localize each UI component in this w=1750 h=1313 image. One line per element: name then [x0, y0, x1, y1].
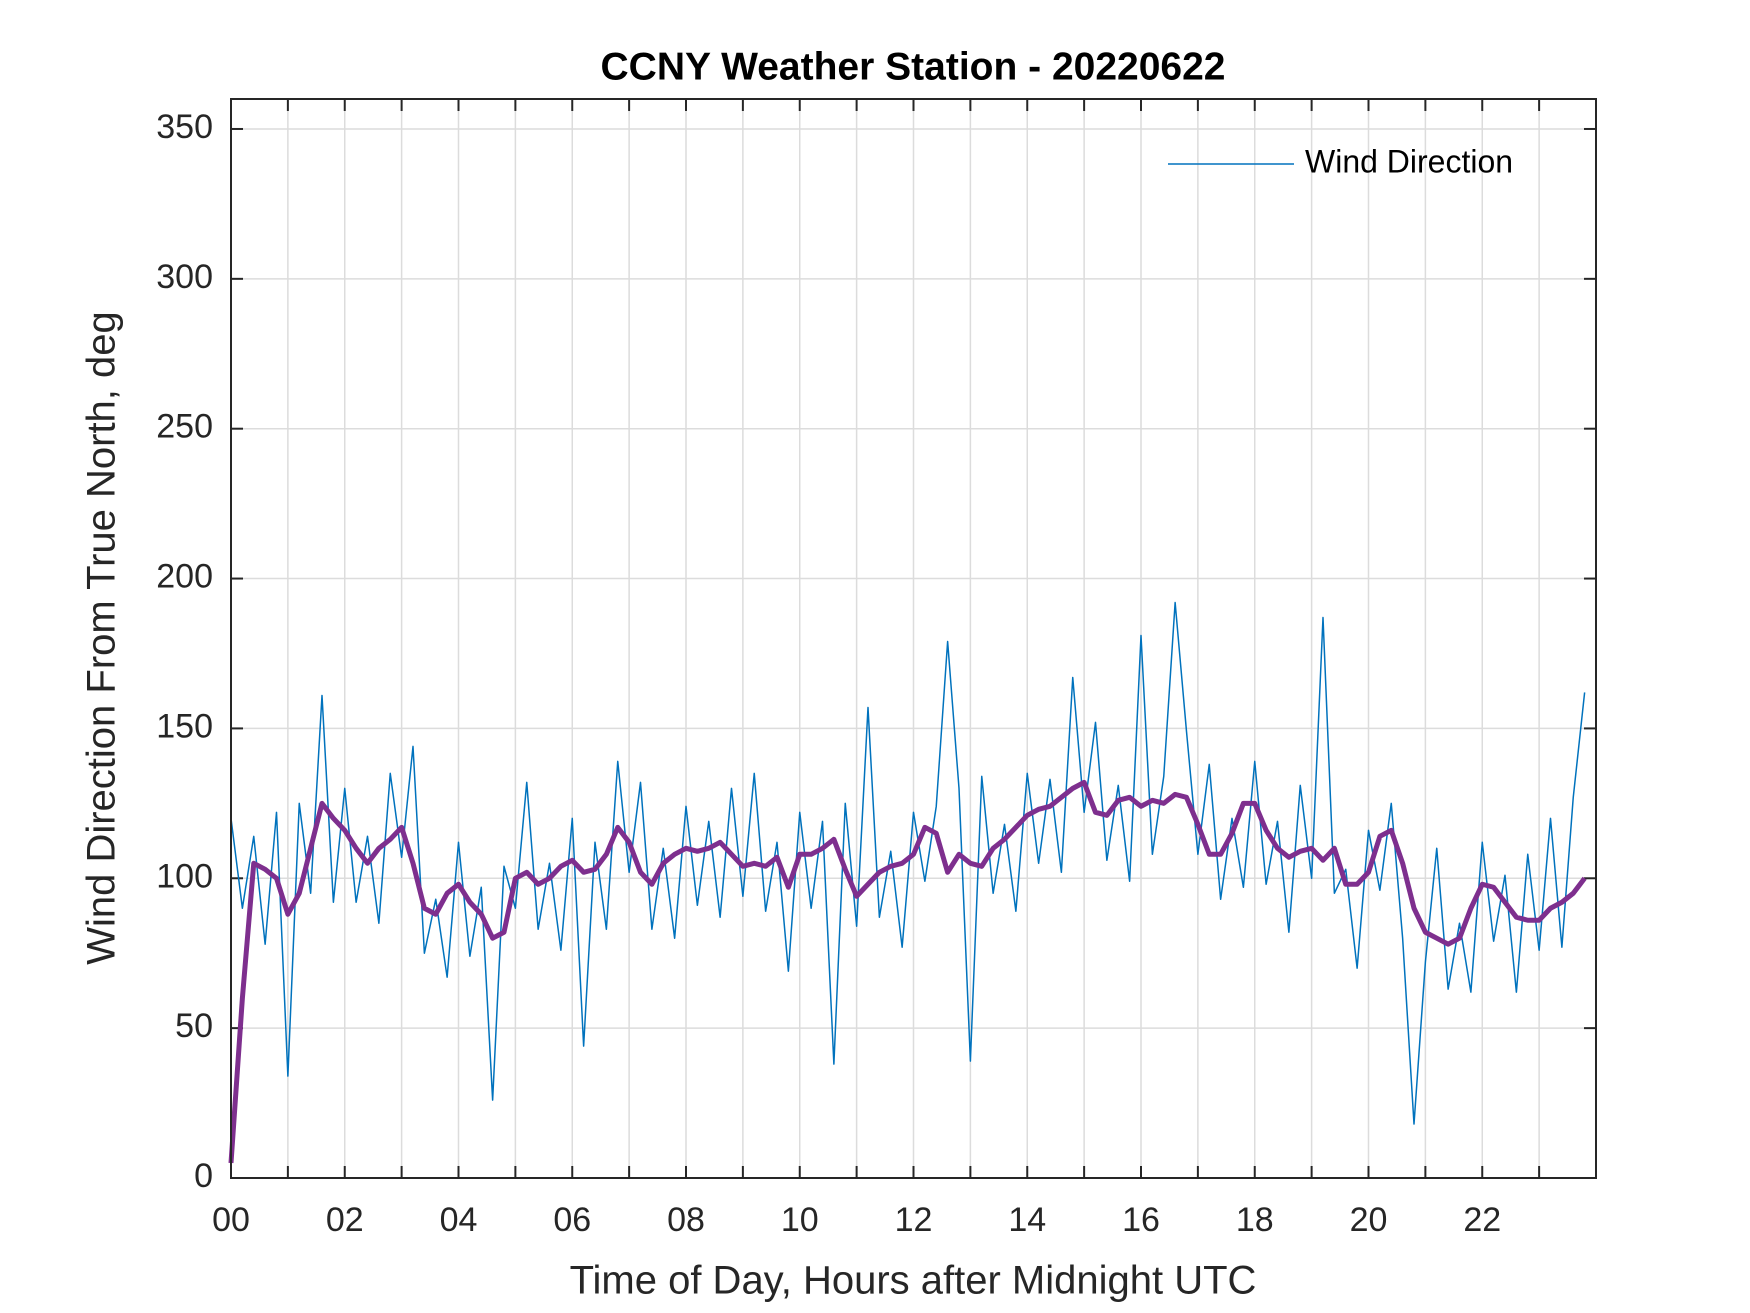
data-line [228, 779, 1587, 1164]
x-tick-label: 16 [1122, 1201, 1160, 1239]
x-tick-label: 02 [326, 1201, 364, 1239]
y-tick-label: 150 [156, 707, 213, 745]
data-line [230, 601, 1586, 1125]
chart-title: CCNY Weather Station - 20220622 [601, 45, 1226, 88]
y-tick-label: 350 [156, 108, 213, 146]
x-tick-label: 00 [212, 1201, 250, 1239]
x-tick-label: 18 [1236, 1201, 1274, 1239]
x-tick-label: 22 [1463, 1201, 1501, 1239]
y-tick-label: 300 [156, 258, 213, 296]
y-tick-label: 200 [156, 558, 213, 596]
y-tick-label: 0 [194, 1157, 213, 1195]
x-axis-label: Time of Day, Hours after Midnight UTC [570, 1259, 1257, 1303]
x-tick-label: 14 [1008, 1201, 1046, 1239]
x-tick-label: 08 [667, 1201, 705, 1239]
plot-frame [230, 98, 1597, 1179]
x-tick-label: 12 [895, 1201, 933, 1239]
x-tick-label: 20 [1350, 1201, 1388, 1239]
y-axis-label: Wind Direction From True North, deg [80, 311, 124, 965]
y-tick-label: 100 [156, 857, 213, 895]
y-tick-label: 50 [175, 1007, 213, 1045]
x-tick-label: 10 [781, 1201, 819, 1239]
x-tick-label: 04 [440, 1201, 478, 1239]
x-tick-label: 06 [553, 1201, 591, 1239]
y-tick-label: 250 [156, 408, 213, 446]
legend-label: Wind Direction [1305, 143, 1513, 179]
